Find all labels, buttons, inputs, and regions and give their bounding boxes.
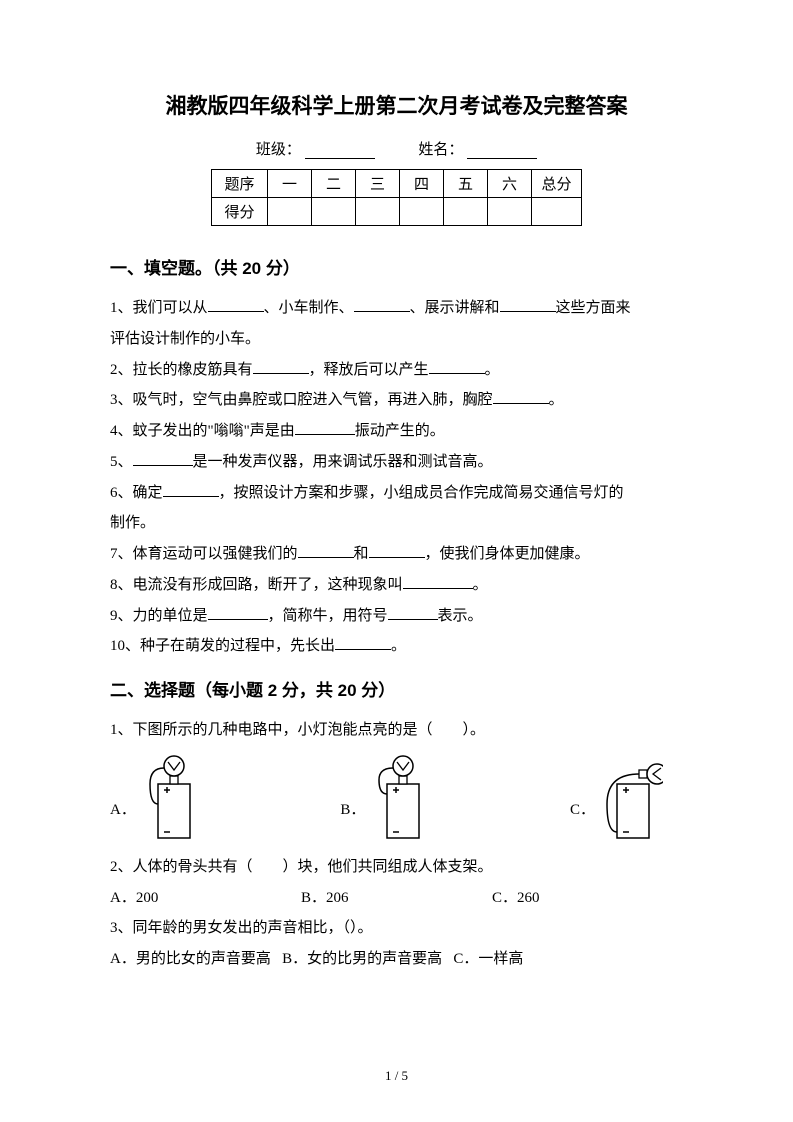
q7-text: ，使我们身体更加健康。 [425,546,590,562]
mc-q3-options: A．男的比女的声音要高 B．女的比男的声音要高 C．一样高 [110,944,683,975]
q1-text: 这些方面来 [556,300,631,316]
circuit-a-icon [144,754,204,842]
option-a-letter: A． [110,803,136,842]
td-blank[interactable] [268,198,312,226]
q6-text: 6、确定 [110,485,163,501]
q3-text: 3、吸气时，空气由鼻腔或口腔进入气管，再进入肺，胸腔 [110,392,493,408]
circuit-c-icon [603,754,663,842]
option-b-letter: B． [340,803,365,842]
q3-text: 。 [549,392,564,408]
blank[interactable] [253,360,309,374]
q9-text: 表示。 [438,608,483,624]
q1-text: 评估设计制作的小车。 [110,331,260,347]
q2-opt-a: A．200 [110,883,301,914]
q8-text: 。 [473,577,488,593]
q6-text: ，按照设计方案和步骤，小组成员合作完成简易交通信号灯的 [219,485,624,501]
th-2: 二 [312,170,356,198]
fill-blank-questions: 1、我们可以从 、小车制作、 、展示讲解和 这些方面来 评估设计制作的小车。 2、拉长… [110,293,683,662]
q3-opt-c: C．一样高 [453,951,523,967]
name-label: 姓名： [418,138,463,159]
q9-text: 9、力的单位是 [110,608,208,624]
mc-q3: 3、同年龄的男女发出的声音相比，（）。 [110,913,683,944]
td-blank[interactable] [532,198,582,226]
q1-text: 1、我们可以从 [110,300,208,316]
th-5: 五 [444,170,488,198]
td-blank[interactable] [312,198,356,226]
blank[interactable] [354,298,410,312]
td-blank[interactable] [444,198,488,226]
q7-text: 和 [354,546,369,562]
q8-text: 8、电流没有形成回路，断开了，这种现象叫 [110,577,403,593]
q5-text: 是一种发声仪器，用来调试乐器和测试音高。 [193,454,493,470]
q9-text: ，简称牛，用符号 [268,608,388,624]
circuit-b-icon [373,754,433,842]
td-blank[interactable] [488,198,532,226]
th-6: 六 [488,170,532,198]
table-row: 题序 一 二 三 四 五 六 总分 [212,170,582,198]
student-info-row: 班级： 姓名： [110,138,683,159]
q1-text: 、展示讲解和 [410,300,500,316]
class-label: 班级： [256,138,301,159]
score-table: 题序 一 二 三 四 五 六 总分 得分 [211,169,582,226]
mc-q1: 1、下图所示的几种电路中，小灯泡能点亮的是（ ）。 [110,715,683,746]
q6-text: 制作。 [110,515,155,531]
th-3: 三 [356,170,400,198]
circuit-options-row: A． B． C． [110,754,683,842]
option-c: C． [570,754,663,842]
th-total: 总分 [532,170,582,198]
q2-text: 2、拉长的橡皮筋具有 [110,362,253,378]
blank[interactable] [298,544,354,558]
mc-q2: 2、人体的骨头共有（ ）块，他们共同组成人体支架。 [110,852,683,883]
blank[interactable] [403,575,473,589]
td-score-label: 得分 [212,198,268,226]
blank[interactable] [295,421,355,435]
q2-opt-b: B．206 [301,883,492,914]
q10-text: 10、种子在萌发的过程中，先长出 [110,638,335,654]
section-1-heading: 一、填空题。（共 20 分） [110,254,683,279]
blank[interactable] [208,606,268,620]
option-c-letter: C． [570,803,595,842]
blank[interactable] [500,298,556,312]
section-2-heading: 二、选择题（每小题 2 分，共 20 分） [110,676,683,701]
q3-opt-b: B．女的比男的声音要高 [282,951,442,967]
blank[interactable] [133,452,193,466]
q7-text: 7、体育运动可以强健我们的 [110,546,298,562]
page-number: 1 / 5 [0,1068,793,1084]
option-b: B． [340,754,433,842]
table-row: 得分 [212,198,582,226]
blank[interactable] [208,298,264,312]
q2-text: 。 [485,362,500,378]
q3-opt-a: A．男的比女的声音要高 [110,951,271,967]
blank[interactable] [335,636,391,650]
page-title: 湘教版四年级科学上册第二次月考试卷及完整答案 [110,90,683,120]
th-seq: 题序 [212,170,268,198]
q5-text: 5、 [110,454,133,470]
th-1: 一 [268,170,312,198]
q2-text: ，释放后可以产生 [309,362,429,378]
th-4: 四 [400,170,444,198]
td-blank[interactable] [356,198,400,226]
name-blank[interactable] [467,145,537,159]
blank[interactable] [388,606,438,620]
q4-text: 振动产生的。 [355,423,445,439]
blank[interactable] [429,360,485,374]
q1-text: 、小车制作、 [264,300,354,316]
blank[interactable] [163,483,219,497]
td-blank[interactable] [400,198,444,226]
mc-q2-options: A．200 B．206 C．260 [110,883,683,914]
q10-text: 。 [391,638,406,654]
blank[interactable] [493,390,549,404]
class-blank[interactable] [305,145,375,159]
option-a: A． [110,754,204,842]
blank[interactable] [369,544,425,558]
q4-text: 4、蚊子发出的"嗡嗡"声是由 [110,423,295,439]
q2-opt-c: C．260 [492,883,683,914]
